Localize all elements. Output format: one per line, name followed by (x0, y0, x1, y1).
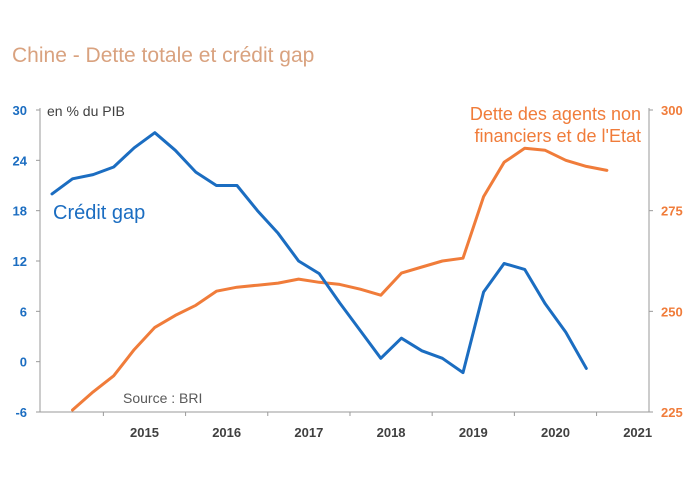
left-y-tick-label: 0 (20, 355, 27, 370)
source-label: Source : BRI (123, 390, 202, 406)
x-tick-labels: 2015 2016 2017 2018 2019 2020 2021 (102, 412, 652, 440)
x-tick-label: 2016 (212, 425, 241, 440)
left-y-tick-label: 6 (20, 304, 27, 319)
x-tick-label: 2017 (294, 425, 323, 440)
left-y-tick-labels: 30 24 18 12 6 0 -6 (13, 103, 40, 420)
x-tick-label: 2019 (459, 425, 488, 440)
series-label-credit-gap: Crédit gap (53, 202, 145, 224)
right-y-tick-labels: 300 275 250 225 (649, 103, 683, 420)
series-label-dette-line-1: Dette des agents non (470, 104, 641, 124)
right-y-tick-label: 275 (661, 204, 683, 219)
x-tick-label: 2018 (377, 425, 406, 440)
series-label-dette-line-2: financiers et de l'Etat (474, 126, 641, 146)
chart-axes (39, 108, 650, 413)
left-y-tick-label: 18 (13, 204, 27, 219)
left-y-tick-label: 12 (13, 254, 27, 269)
series-line-credit-gap (50, 131, 588, 375)
right-y-tick-label: 250 (661, 304, 683, 319)
left-y-tick-label: 24 (13, 153, 28, 168)
x-tick-label: 2020 (541, 425, 570, 440)
series-line-dette (71, 146, 609, 412)
right-y-tick-label: 300 (661, 103, 683, 118)
x-tick-label: 2015 (130, 425, 159, 440)
left-y-tick-label: -6 (15, 405, 27, 420)
page-title: Chine - Dette totale et crédit gap (12, 44, 315, 67)
x-tick-label: 2021 (623, 425, 652, 440)
unit-label: en % du PIB (47, 103, 125, 119)
right-y-tick-label: 225 (661, 405, 683, 420)
left-y-tick-label: 30 (13, 103, 27, 118)
